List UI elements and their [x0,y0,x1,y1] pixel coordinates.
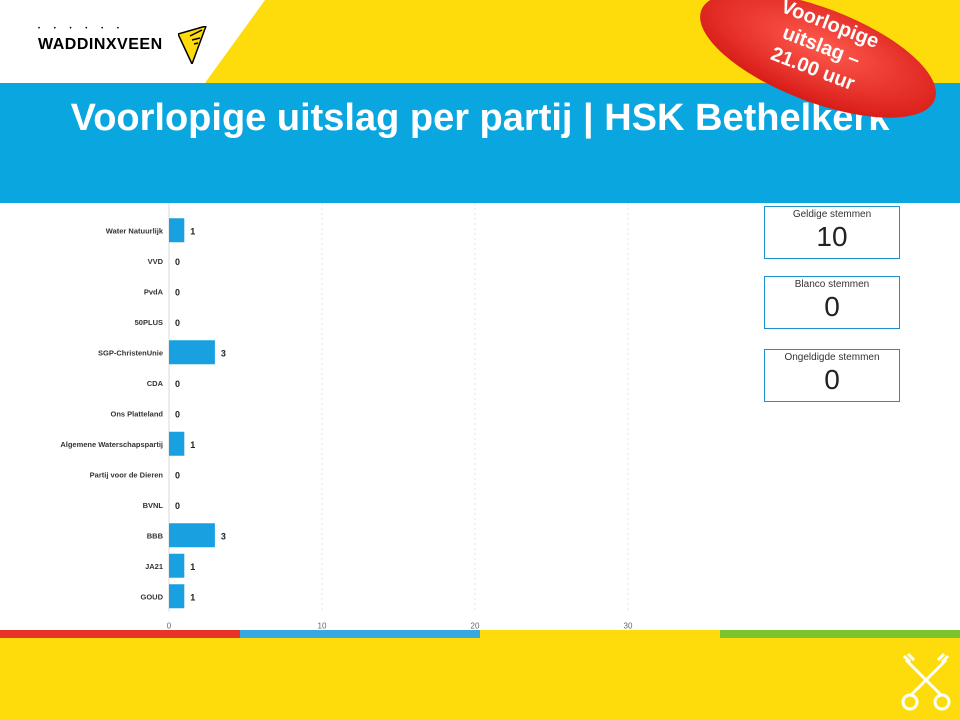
x-tick-label: 0 [167,622,172,631]
data-label: 1 [190,562,195,572]
category-label: JA21 [145,562,163,571]
category-label: GOUD [141,592,164,601]
bar [169,431,185,456]
page-title: Voorlopige uitslag per partij | HSK Beth… [70,97,890,139]
data-label: 0 [175,470,180,480]
category-label: Ons Platteland [110,409,163,418]
bar [169,584,185,609]
bar [169,218,185,243]
card-value: 0 [824,364,840,395]
card-label: Geldige stemmen [792,209,872,220]
category-label: 50PLUS [135,318,163,327]
party-bar-chart: Water Natuurlijk 1 VVD 0 PvdA 0 50PLUS 0 SGP-Chr… [60,203,633,631]
x-tick-label: 10 [318,622,327,631]
data-label: 1 [190,226,195,236]
data-label: 3 [221,348,226,358]
crossed-keys-icon [901,652,951,711]
stripe-blue [240,630,480,638]
stripe-green [720,630,960,638]
logo-emblem-icon [178,26,207,64]
chart-panel [0,203,960,630]
category-label: SGP-ChristenUnie [98,348,163,357]
logo-text: WADDINXVEEN [38,36,163,53]
data-label: 0 [175,257,180,267]
data-label: 1 [190,440,195,450]
footer-band [0,638,960,720]
logo-dots: • • • • • • [38,26,125,32]
category-label: PvdA [144,287,164,296]
data-label: 0 [175,501,180,511]
card-blanco-stemmen: Blanco stemmen 0 [764,276,900,329]
data-label: 0 [175,409,180,419]
card-value: 10 [816,221,848,252]
data-label: 1 [190,592,195,602]
category-label: VVD [148,257,164,266]
bar [169,523,215,548]
category-label: Water Natuurlijk [106,226,164,235]
bar [169,340,215,365]
x-tick-label: 30 [624,622,633,631]
data-label: 0 [175,379,180,389]
bar [169,553,185,578]
stripe-yellow [480,630,720,638]
category-label: Algemene Waterschapspartij [60,440,163,449]
card-label: Ongeldigde stemmen [784,352,880,363]
stripe-red [0,630,240,638]
category-label: CDA [147,379,164,388]
data-label: 0 [175,318,180,328]
card-value: 0 [824,291,840,322]
data-label: 0 [175,287,180,297]
data-label: 3 [221,531,226,541]
x-tick-label: 20 [471,622,480,631]
card-ongeldigde-stemmen: Ongeldigde stemmen 0 [764,349,900,402]
category-label: Partij voor de Dieren [90,470,164,479]
category-label: BBB [147,531,164,540]
category-label: BVNL [143,501,164,510]
card-geldige-stemmen: Geldige stemmen 10 [764,206,900,259]
card-label: Blanco stemmen [794,279,870,290]
